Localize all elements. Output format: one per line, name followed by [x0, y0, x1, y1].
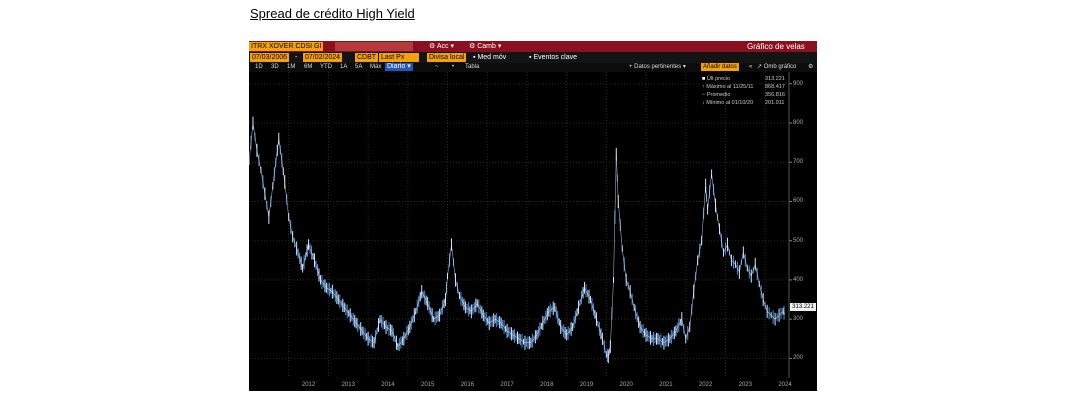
legend-max-icon: ↑ [702, 84, 707, 90]
y-tick-label: 500 [793, 237, 804, 244]
period-3d[interactable]: 3D [271, 64, 279, 70]
legend-min-icon: ↓ [702, 100, 707, 106]
change-menu[interactable]: ⚙ Camb ▾ [469, 43, 502, 50]
key-events-icon: ▪ [529, 54, 534, 61]
date-separator: - [295, 54, 298, 61]
x-tick-label: 2013 [341, 382, 355, 388]
moving-average-toggle[interactable]: ▪ Med móv [473, 54, 507, 61]
legend-average-value: 356.816 [765, 92, 785, 98]
period-1m[interactable]: 1M [287, 64, 296, 70]
legend-average: ┄ Promedio [702, 92, 731, 98]
x-tick-label: 2019 [579, 382, 594, 388]
legend-max: ↑ Máximo al 11/25/11 [702, 84, 754, 90]
x-tick-label: 2020 [619, 382, 633, 388]
x-tick-label: 2023 [738, 382, 752, 388]
legend-min: ↓ Mínimo al 01/10/20 [702, 100, 754, 106]
chart-options-icon: ↗ [757, 64, 764, 70]
relevant-data-button[interactable]: + Datos pertinentes ▾ [629, 64, 686, 70]
legend-max-value: 868.417 [765, 84, 785, 90]
price-chart [249, 72, 792, 378]
collapse-icon[interactable]: « [749, 64, 753, 70]
x-tick-label: 2012 [301, 382, 316, 388]
legend-last-price: ■ Últ precio [702, 76, 731, 82]
date-from-input[interactable]: 07/03/2006 [250, 53, 290, 62]
currency-select[interactable]: CDBT [355, 53, 379, 62]
plus-icon: + [629, 64, 635, 70]
period-bar: 1D 3D 1M 6M YTD 1A 5A Máx Diario ▾ ~ • T… [249, 63, 817, 72]
period-6m[interactable]: 6M [304, 64, 313, 70]
price-series [249, 116, 786, 364]
period-5a[interactable]: 5A [355, 64, 363, 70]
series-line [249, 122, 786, 358]
local-currency-select[interactable]: Divisa local [427, 53, 467, 62]
period-ytd[interactable]: YTD [320, 64, 332, 70]
header-bar: ITRX XOVER CDSI GI ⚙ Acc ▾ ⚙ Camb ▾ Gráf… [249, 41, 817, 52]
legend-last-price-value: 313.221 [765, 76, 785, 82]
gear-icon[interactable]: ⚙ [808, 64, 814, 70]
x-tick-label: 2022 [698, 382, 713, 388]
x-tick-label: 2024 [778, 382, 792, 388]
ticker-field[interactable]: ITRX XOVER CDSI GI [249, 42, 324, 51]
key-events-toggle[interactable]: ▪ Eventos clave [529, 54, 578, 61]
table-button[interactable]: Tabla [465, 64, 480, 70]
legend-average-icon: ┄ [702, 92, 707, 98]
legend-swatch-icon: ■ [702, 76, 707, 82]
y-tick-label: 300 [793, 316, 804, 323]
date-bar: 07/03/2006 - 07/02/2024 CDBT Last Px Div… [249, 52, 817, 63]
period-1d[interactable]: 1D [255, 64, 263, 70]
period-1a[interactable]: 1A [340, 64, 348, 70]
date-to-input[interactable]: 07/02/2024 [303, 53, 343, 62]
actions-menu[interactable]: ⚙ Acc ▾ [429, 43, 454, 50]
x-tick-label: 2017 [500, 382, 514, 388]
chart-options-button[interactable]: ↗ Omb gráfico [757, 64, 797, 70]
settings-icon[interactable]: • [452, 64, 455, 70]
frequency-select[interactable]: Diario ▾ [385, 63, 413, 71]
y-tick-label: 400 [793, 276, 804, 283]
chevron-down-icon: ▾ [407, 63, 411, 70]
x-tick-label: 2015 [420, 382, 435, 388]
chart-type-label: Gráfico de velas [747, 42, 805, 51]
axis-ticks [788, 72, 792, 378]
field-select[interactable]: Last Px [379, 53, 419, 62]
add-data-button[interactable]: Añadir datos [701, 63, 739, 71]
x-tick-label: 2016 [460, 382, 475, 388]
y-tick-label: 600 [793, 198, 804, 205]
x-tick-label: 2021 [659, 382, 673, 388]
change-icon: ⚙ [469, 43, 478, 50]
x-tick-label: 2018 [540, 382, 554, 388]
y-tick-label: 800 [793, 120, 804, 126]
page-title: Spread de crédito High Yield [250, 6, 415, 21]
y-tick-label: 700 [793, 159, 804, 166]
actions-icon: ⚙ [429, 43, 437, 50]
y-tick-label: 900 [793, 80, 804, 87]
ticker-description [335, 42, 413, 51]
chart-grid [249, 72, 789, 378]
y-tick-label: 200 [793, 355, 804, 362]
moving-average-icon: ▪ [473, 54, 478, 61]
chart-terminal: ITRX XOVER CDSI GI ⚙ Acc ▾ ⚙ Camb ▾ Gráf… [249, 41, 817, 391]
legend-min-value: 201.911 [765, 100, 785, 106]
line-style-icon[interactable]: ~ [435, 64, 439, 70]
period-max[interactable]: Máx [370, 64, 382, 70]
last-value-tag: 313.221 [790, 303, 816, 311]
x-tick-label: 2014 [381, 382, 395, 388]
